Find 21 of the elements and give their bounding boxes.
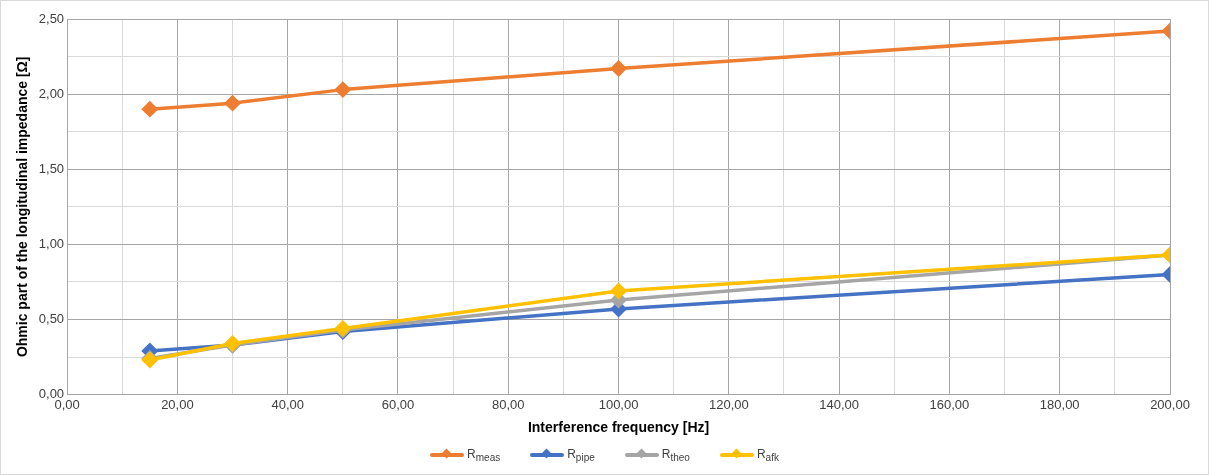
x-tick-label: 40,00 [271,396,304,412]
y-axis-title: Ohmic part of the longitudinal impedance [Ω] [14,56,31,358]
x-tick-label: 200,00 [1150,396,1190,412]
legend-label: R$_{theo}$ [661,447,690,464]
x-tick-label: 60,00 [381,396,415,412]
y-tick-label: 2,00 [38,85,65,101]
y-tick-label: 0,50 [38,311,65,327]
y-tick-label: 2,50 [38,10,65,26]
x-tick-label: 140,00 [819,396,860,412]
x-tick-label: 100,00 [598,396,639,412]
x-tick-label: 120,00 [708,396,749,412]
legend-label: R$_{afk}$ [756,447,779,464]
legend-label: R$_{pipe}$ [567,447,595,464]
x-tick-label: 160,00 [929,396,970,412]
x-tick-label: 180,00 [1039,396,1080,412]
y-tick-label: 1,50 [38,160,65,176]
legend-label: R$_{meas}$ [467,447,501,464]
x-tick-label: 80,00 [491,396,525,412]
x-axis-title: Interference frequency [Hz] [527,419,710,436]
x-tick-label: 20,00 [161,396,194,412]
y-tick-label: 1,00 [38,235,65,251]
